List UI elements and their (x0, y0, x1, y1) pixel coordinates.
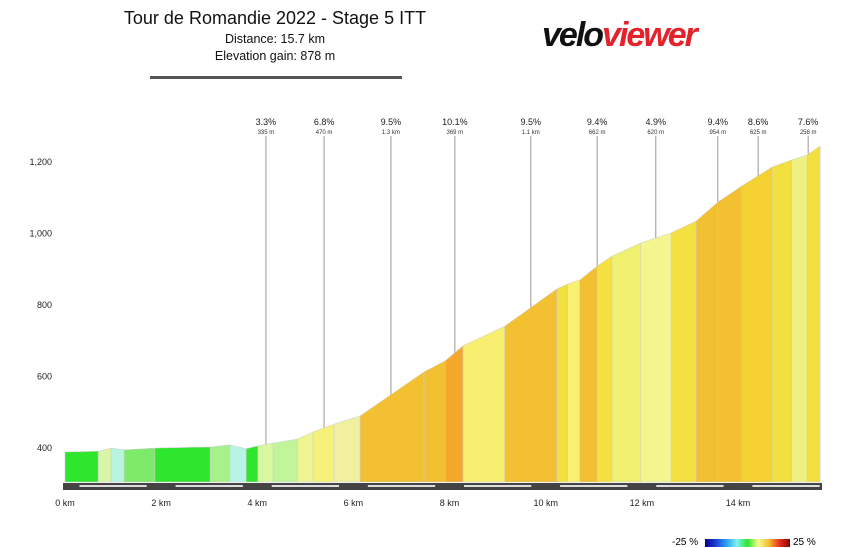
climb-length: 1.3 km (382, 130, 400, 136)
x-tick-label: 8 km (440, 498, 460, 508)
profile-segment (444, 345, 464, 483)
profile-segment (504, 288, 558, 483)
profile-segment (333, 415, 361, 483)
profile-segment (611, 242, 642, 483)
title-underline (150, 76, 402, 79)
climb-grade: 9.4% (587, 117, 608, 127)
climb-grade: 9.5% (381, 117, 402, 127)
x-tick-label: 12 km (630, 498, 655, 508)
climb-length: 256 m (800, 130, 817, 136)
veloviewer-logo: veloviewer (542, 16, 698, 55)
climb-grade: 9.5% (521, 117, 542, 127)
climb-grade: 8.6% (748, 117, 769, 127)
profile-segment (556, 283, 569, 483)
x-tick-label: 6 km (344, 498, 364, 508)
x-tick-label: 2 km (151, 498, 171, 508)
elevation-gain-label: Elevation gain: 878 m (214, 49, 336, 63)
axis-dash (175, 485, 243, 487)
climb-length: 625 m (750, 130, 767, 136)
x-tick-label: 14 km (726, 498, 751, 508)
profile-segment (154, 446, 211, 483)
x-tick-label: 0 km (55, 498, 75, 508)
climb-length: 662 m (589, 130, 606, 136)
climb-length: 369 m (447, 130, 464, 136)
climb-grade: 9.4% (708, 117, 729, 127)
climb-grade: 7.6% (798, 117, 819, 127)
legend-max: 25 % (793, 537, 816, 548)
profile-segment (423, 360, 446, 483)
gradient-colorbar (705, 539, 790, 547)
profile-segment (670, 220, 697, 483)
x-tick-label: 10 km (533, 498, 558, 508)
profile-segment (296, 431, 314, 483)
axis-dash (560, 485, 628, 487)
axis-dash (752, 485, 820, 487)
profile-segment (741, 166, 773, 483)
profile-segment (257, 442, 274, 483)
profile-segment (272, 438, 298, 483)
y-tick-label: 800 (37, 300, 52, 310)
profile-segment (245, 445, 259, 483)
y-tick-label: 1,200 (29, 157, 52, 167)
profile-segment (717, 185, 743, 483)
profile-segment (567, 279, 581, 483)
profile-segment (579, 265, 598, 483)
profile-segment (110, 447, 125, 483)
profile-segment (791, 154, 808, 483)
profile-segment (229, 444, 247, 483)
climb-grade: 3.3% (256, 117, 277, 127)
y-tick-label: 1,000 (29, 229, 52, 239)
distance-label: Distance: 15.7 km (224, 32, 326, 46)
profile-segment (312, 423, 335, 483)
axis-dash (656, 485, 724, 487)
climb-length: 954 m (709, 130, 726, 136)
climb-grade: 6.8% (314, 117, 335, 127)
profile-segment (97, 447, 112, 483)
axis-dash (367, 485, 436, 487)
climb-length: 620 m (647, 130, 664, 136)
axis-dash (463, 485, 532, 487)
chart-title: Tour de Romandie 2022 - Stage 5 ITT (123, 8, 427, 28)
y-tick-label: 600 (37, 372, 52, 382)
profile-segment (209, 444, 231, 483)
profile-segment (359, 371, 425, 483)
profile-segment (695, 201, 719, 483)
x-tick-label: 4 km (248, 498, 268, 508)
x-axis-bar (63, 483, 822, 490)
y-tick-label: 400 (37, 443, 52, 453)
climb-grade: 4.9% (646, 117, 667, 127)
climb-length: 1.1 km (522, 130, 540, 136)
climb-grade: 10.1% (442, 117, 468, 127)
profile-segment (64, 451, 99, 483)
logo-viewer: viewer (602, 16, 698, 54)
profile-segment (123, 447, 156, 483)
profile-segment (806, 145, 821, 483)
profile-segment (771, 159, 793, 483)
profile-segment (596, 255, 613, 483)
axis-dash (271, 485, 339, 487)
legend-min: -25 % (672, 537, 699, 548)
profile-segment (640, 232, 672, 483)
climb-length: 470 m (316, 130, 333, 136)
climb-length: 335 m (258, 130, 275, 136)
profile-segment (462, 325, 506, 483)
axis-dash (79, 485, 147, 487)
logo-velo: velo (542, 16, 604, 54)
